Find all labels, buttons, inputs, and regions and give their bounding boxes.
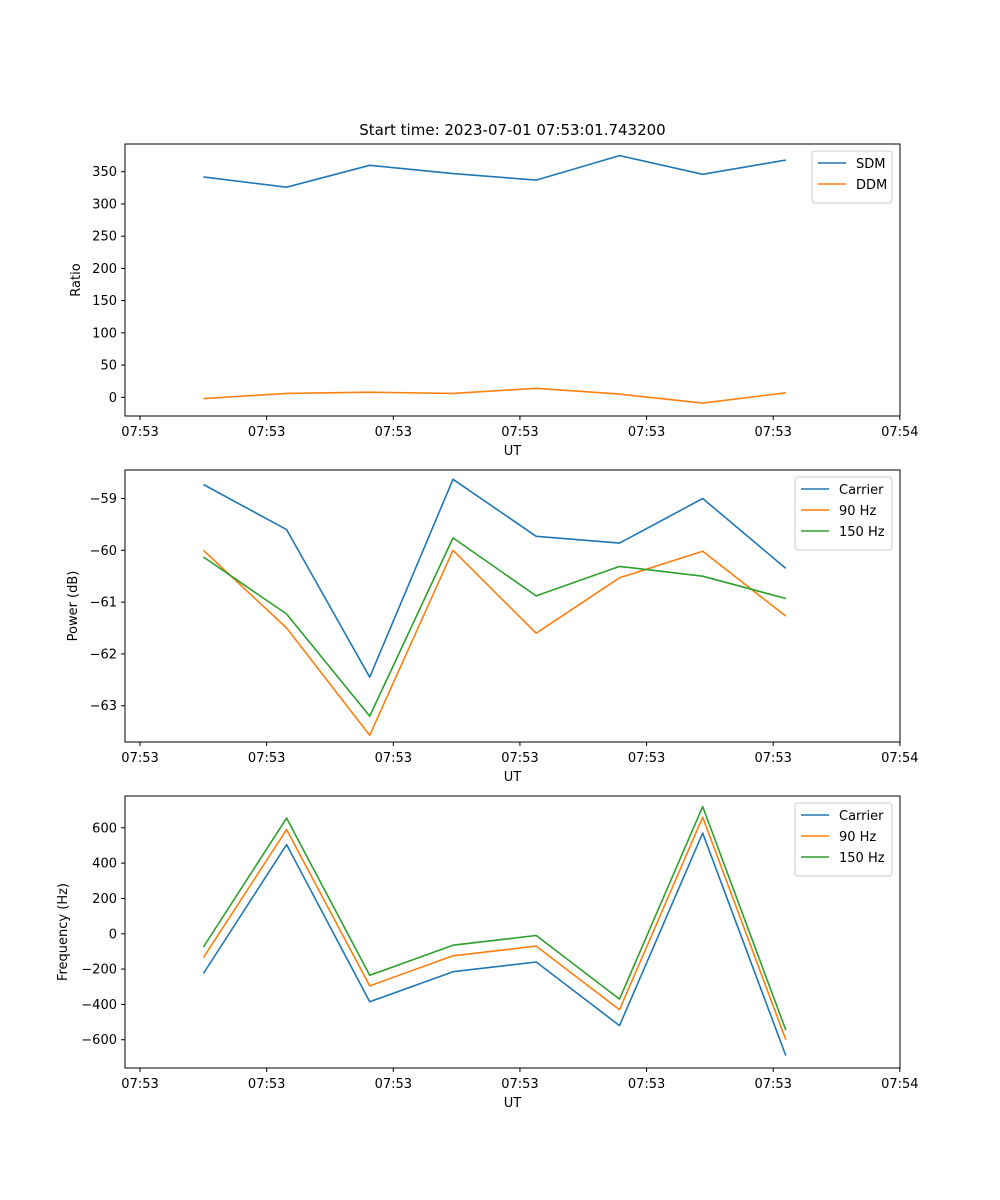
x-tick-label: 07:54 [881,425,918,440]
y-tick-label: 300 [92,197,117,212]
x-tick-label: 07:53 [501,751,538,766]
chart-panel-2: 07:53 07:53 07:53 07:53 07:53 07:53 07:54 −63 −6… [66,469,919,785]
x-tick-label: 07:53 [375,751,412,766]
x-tick-label: 07:54 [881,751,918,766]
axes-frame [124,469,901,743]
legend: SDM DDM [811,150,893,204]
y-tick-label: −61 [90,596,117,611]
panels: 07:53 07:53 07:53 07:53 07:53 07:53 07:54 0 50 10… [56,143,919,1111]
legend-label-carrier: Carrier [839,483,884,498]
x-tick-label: 07:53 [628,1077,665,1092]
series-line-150-hz [202,805,787,1031]
series-line-sdm [203,154,786,188]
y-tick-label: 250 [92,230,117,245]
y-tick-label: 400 [92,857,117,872]
y-tick-label: −200 [81,963,117,978]
x-tick-label: 07:53 [501,1077,538,1092]
y-tick-label: −600 [81,1033,117,1048]
legend-label-ddm: DDM [856,178,887,193]
y-tick-label: 50 [100,359,117,374]
y-axis-label: Power (dB) [66,571,81,642]
y-tick-label: −59 [90,492,117,507]
x-tick-label: 07:53 [121,1077,158,1092]
x-axis-label: UT [504,444,522,459]
y-tick-label: 0 [109,391,117,406]
x-axis-label: UT [504,1096,522,1111]
x-tick-label: 07:53 [754,751,791,766]
axes-frame [124,795,901,1069]
y-tick-label: −63 [90,699,117,714]
legend-label-carrier: Carrier [839,809,884,824]
x-tick-label: 07:53 [754,1077,791,1092]
x-tick-label: 07:53 [248,425,285,440]
series-line-90-hz [202,816,787,1040]
figure-title: Start time: 2023-07-01 07:53:01.743200 [359,121,665,139]
series-line-150-hz [202,537,787,717]
x-tick-label: 07:53 [501,425,538,440]
legend-label-90-hz: 90 Hz [839,830,876,845]
series-line-ddm [203,387,786,404]
x-tick-label: 07:53 [754,425,791,440]
x-axis-label: UT [504,770,522,785]
x-tick-label: 07:53 [248,1077,285,1092]
axes-frame [124,143,901,417]
chart-panel-1: 07:53 07:53 07:53 07:53 07:53 07:53 07:54 0 50 10… [69,143,919,459]
x-tick-label: 07:53 [628,425,665,440]
x-tick-label: 07:54 [881,1077,918,1092]
y-tick-label: 350 [92,165,117,180]
legend-label-150-hz: 150 Hz [839,525,885,540]
series-line-carrier [202,832,787,1056]
chart-panel-3: 07:53 07:53 07:53 07:53 07:53 07:53 07:54 −600 −… [56,795,919,1111]
legend-label-90-hz: 90 Hz [839,504,876,519]
y-axis-label: Ratio [69,263,84,296]
legend: Carrier 90 Hz 150 Hz [794,476,893,551]
x-tick-label: 07:53 [375,1077,412,1092]
y-tick-label: −62 [90,647,117,662]
legend-label-sdm: SDM [856,157,885,172]
y-tick-label: 100 [92,326,117,341]
y-tick-label: 0 [109,927,117,942]
y-tick-label: 600 [92,821,117,836]
series-line-carrier [203,478,787,679]
x-tick-label: 07:53 [375,425,412,440]
legend-box [811,150,893,204]
y-tick-label: 200 [92,892,117,907]
x-tick-label: 07:53 [248,751,285,766]
x-tick-label: 07:53 [121,751,158,766]
series-line-90-hz [202,549,787,737]
y-tick-label: −60 [90,544,117,559]
legend-label-150-hz: 150 Hz [839,851,885,866]
y-axis-label: Frequency (Hz) [56,883,71,981]
y-tick-label: 150 [92,294,117,309]
y-tick-label: −400 [81,998,117,1013]
x-tick-label: 07:53 [121,425,158,440]
y-tick-label: 200 [92,262,117,277]
x-tick-label: 07:53 [628,751,665,766]
legend: Carrier 90 Hz 150 Hz [794,802,893,877]
